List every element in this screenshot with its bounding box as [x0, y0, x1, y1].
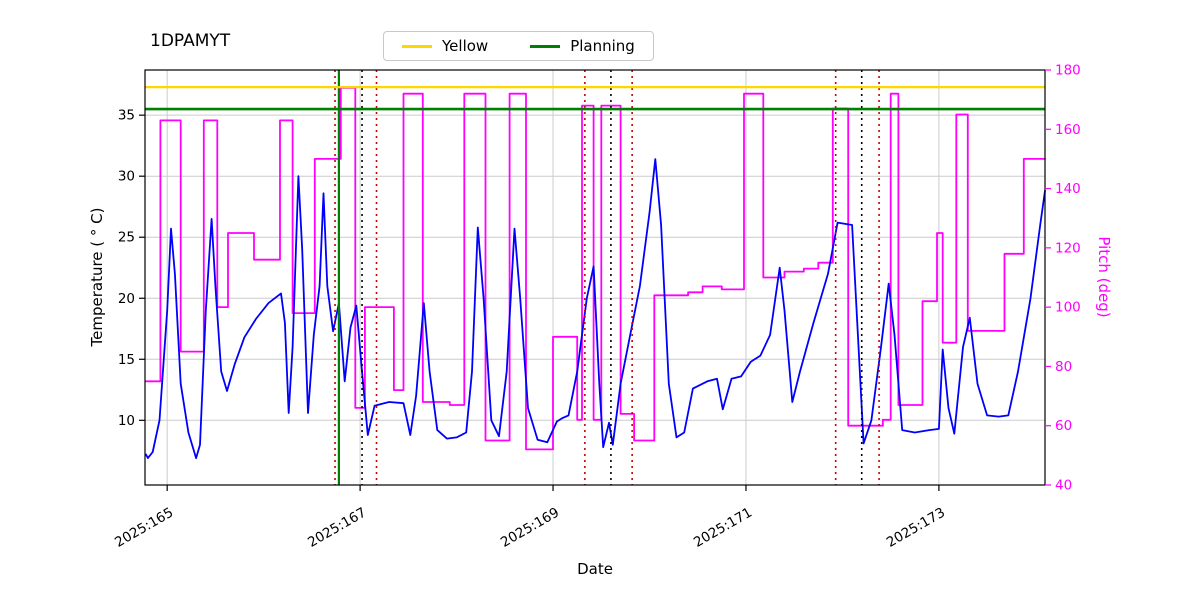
legend-item-yellow: Yellow [402, 37, 488, 55]
y-tick-label-right: 80 [1055, 359, 1072, 375]
y-tick-label-left: 35 [118, 108, 135, 124]
y-tick-label-right: 140 [1055, 181, 1081, 197]
y-tick-label-left: 30 [118, 169, 135, 185]
x-tick-label: 2025:165 [112, 505, 176, 551]
chart-title: 1DPAMYT [150, 31, 231, 51]
legend-label: Yellow [442, 37, 489, 55]
y-tick-label-right: 100 [1055, 300, 1081, 316]
legend-swatch-yellow [402, 44, 432, 48]
axes-frame [144, 69, 1046, 486]
y-tick-label-left: 20 [118, 291, 135, 307]
legend-swatch-planning [530, 44, 561, 48]
legend: Yellow Planning [383, 31, 654, 61]
x-axis-label: Date [577, 560, 613, 578]
y-tick-label-right: 160 [1055, 122, 1081, 138]
y-tick-label-right: 60 [1055, 418, 1072, 434]
legend-label: Planning [570, 37, 635, 55]
y-tick-label-left: 10 [118, 413, 135, 429]
temperature-series [145, 158, 1046, 459]
x-tick-label: 2025:171 [691, 505, 755, 551]
y-tick-label-right: 120 [1055, 240, 1081, 256]
x-tick-label: 2025:173 [884, 505, 948, 551]
y-tick-label-left: 15 [118, 352, 135, 368]
legend-item-planning: Planning [530, 37, 635, 55]
y-tick-label-left: 25 [118, 230, 135, 246]
pitch-series [145, 86, 1046, 451]
x-tick-label: 2025:167 [305, 505, 369, 551]
y-tick-label-right: 180 [1055, 63, 1081, 79]
x-tick-label: 2025:169 [498, 505, 562, 551]
y-tick-label-right: 40 [1055, 478, 1072, 494]
